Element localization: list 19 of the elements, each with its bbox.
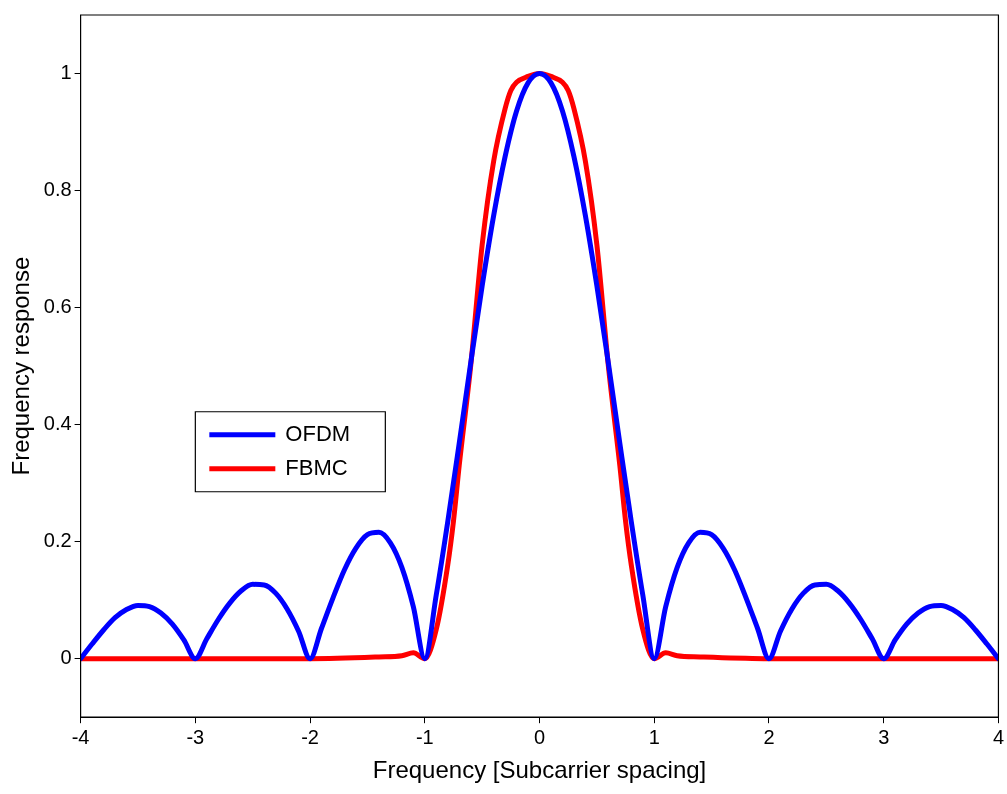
legend-label: FBMC: [285, 454, 348, 480]
legend-label: OFDM: [285, 420, 351, 446]
y-tick-label: 0.8: [43, 178, 72, 201]
x-tick-label: 3: [878, 725, 890, 748]
x-tick-label: 4: [992, 725, 1004, 748]
y-tick-label: 0.2: [43, 529, 72, 552]
x-tick-label: -2: [301, 725, 319, 748]
y-tick-label: 1: [60, 61, 72, 84]
y-tick-label: 0: [60, 646, 72, 669]
y-tick-label: 0.4: [43, 412, 72, 435]
x-tick-label: 2: [763, 725, 775, 748]
x-tick-label: 0: [533, 725, 546, 748]
x-tick-label: 1: [648, 725, 660, 748]
x-tick-label: -4: [71, 725, 90, 748]
x-tick-label: -3: [186, 725, 205, 748]
y-tick-label: 0.6: [43, 295, 72, 318]
x-axis-title: Frequency [Subcarrier spacing]: [372, 756, 707, 784]
y-axis-title: Frequency response: [7, 256, 35, 476]
x-tick-label: -1: [415, 725, 434, 748]
